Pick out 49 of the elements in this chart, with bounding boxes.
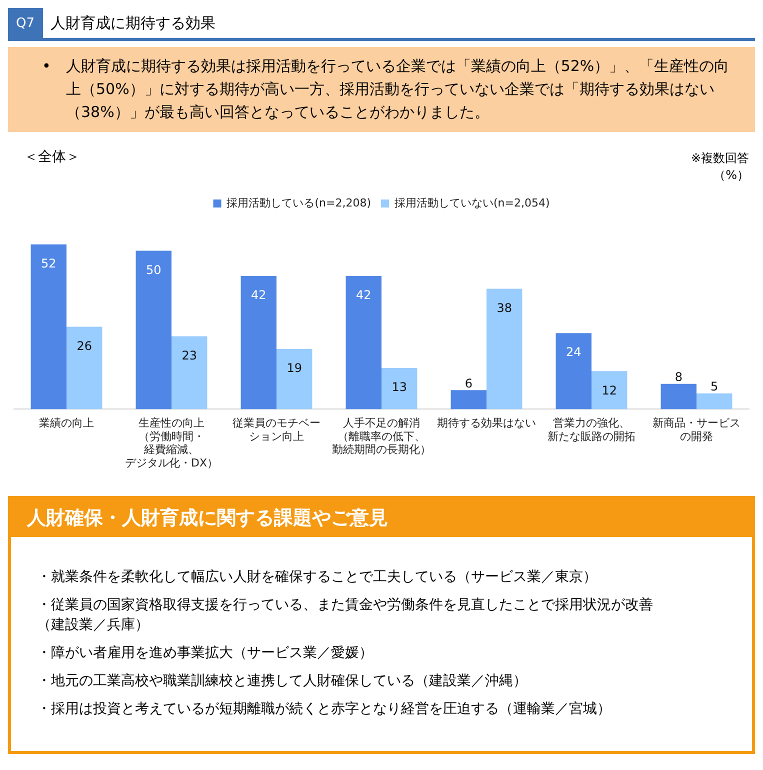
chart-title: 人財育成に期待する効果 [50,12,217,34]
data-label: 23 [182,348,197,362]
data-label: 42 [251,288,266,302]
x-tick-label: 業績の向上 [39,416,94,430]
data-label: 24 [566,345,582,360]
x-tick-label: 新商品・サービスの開発 [652,416,740,443]
text: ・従業員の国家資格取得支援を行っている、また賃金や労働条件を見直したことで採用状況が改善（建設業／兵庫） [37,596,654,635]
chart-subtitle: • 人財育成に期待する効果は採用活動を行っている企業では「業績の向上（52%）」、「生産性の向上（50%）」に対する期待が高い一方、採用活動を行っていない企業では「期待する効果はない（38%）」が最も高い回答となっていることがわかりました。 [41,56,730,123]
bar [592,371,628,410]
bar [136,250,172,410]
x-tick-label: 期待する効果はない [437,416,536,430]
bar [172,336,208,410]
bar [276,348,312,410]
x-tick-label: 生産性の向上（労働時間・経費縮減、デジタル化・DX） [124,416,218,470]
text: ※複数回答 [690,150,749,167]
data-label: 38 [496,300,512,315]
text: ・採用は投資と考えているが短期離職が続くと赤字となり経営を圧迫する（運輸業／宮城） [37,700,612,719]
x-tick-label: 営業力の強化、新たな販路の開拓 [548,416,636,443]
bar [240,276,276,410]
text: ・地元の工業高校や職業訓練校と連携して人財確保している（建設業／沖縄） [37,672,528,691]
data-label: 19 [286,361,302,376]
text: ＜全体＞ [24,148,80,166]
data-label: 13 [392,380,407,394]
x-tick-label: 従業員のモチベーション向上 [232,416,320,443]
text: ・就業条件を柔軟化して幅広い人財を確保することで工夫している（サービス業／東京） [37,568,598,587]
data-label: 42 [356,288,372,302]
legend-label: 採用活動していない(n=2,054) [394,196,550,210]
data-label: 6 [464,376,472,390]
data-label: 5 [710,379,718,394]
legend-label: 採用活動している(n=2,208) [226,196,372,210]
text: Q7 [8,8,43,38]
bar [660,384,696,410]
x-tick-label: 人手不足の解消（離職率の低下、勤続期間の長期化） [332,416,431,456]
data-label: 50 [146,262,162,277]
bar [346,276,382,410]
text: 人財確保・人財育成に関する課題やご意見 [11,499,752,537]
bar [696,393,732,410]
text: （%） [712,167,749,184]
bar [450,390,486,410]
bar [486,288,522,410]
data-label: 8 [674,370,682,384]
data-label: 52 [41,256,56,270]
text: ・障がい者雇用を進め事業拡大（サービス業／愛媛） [37,644,374,663]
bar [556,333,592,410]
bar [382,368,418,410]
bar [66,326,102,410]
bar [30,244,66,410]
data-label: 12 [602,383,617,398]
data-label: 26 [76,338,92,353]
